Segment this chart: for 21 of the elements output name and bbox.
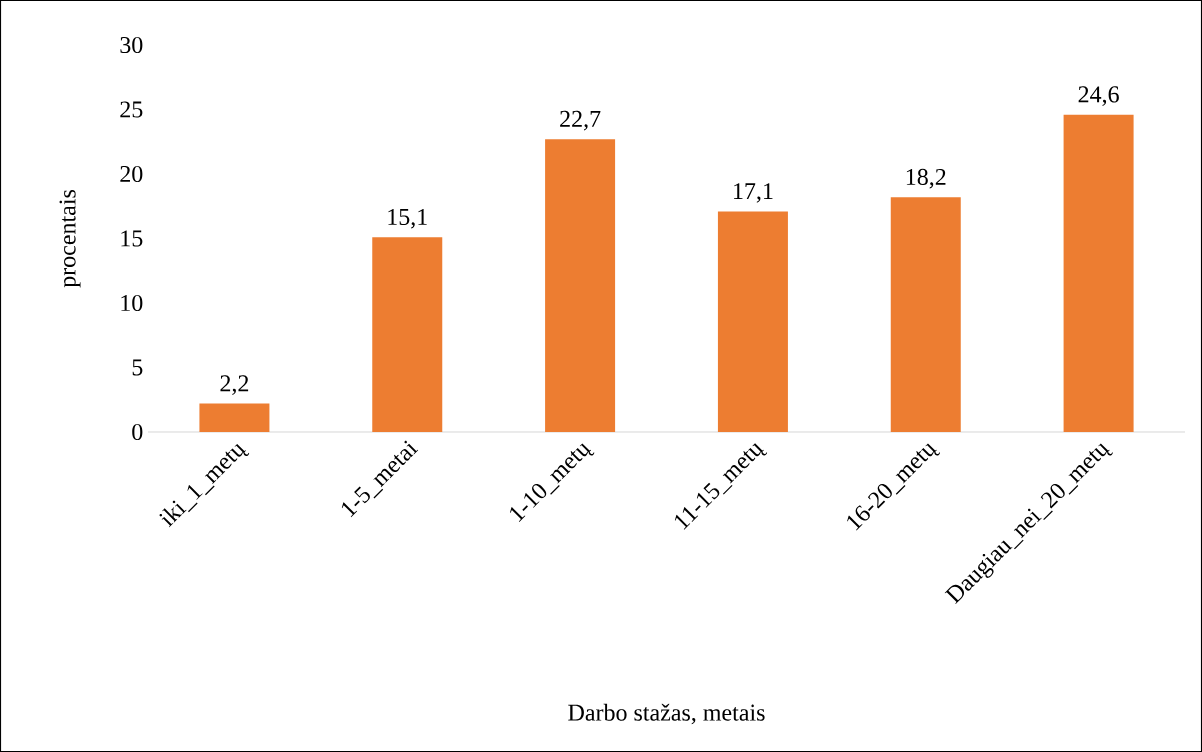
- x-axis-title: Darbo stažas, metais: [568, 703, 765, 725]
- y-tick-label: 25: [120, 101, 143, 118]
- y-axis-title: procentais: [59, 190, 81, 288]
- bar: [717, 211, 788, 432]
- y-tick-label: 0: [132, 423, 143, 441]
- bar: [1063, 114, 1134, 432]
- y-tick-label: 20: [120, 165, 143, 183]
- y-tick-label: 15: [121, 230, 143, 247]
- data-label: 15,1: [388, 208, 427, 229]
- data-label: 22,7: [560, 110, 601, 131]
- bar: [199, 403, 270, 432]
- y-tick-label: 30: [120, 36, 143, 54]
- bar: [372, 237, 443, 432]
- data-label: 2,2: [220, 375, 249, 395]
- y-tick-label: 10: [121, 294, 143, 312]
- data-label: 24,6: [1078, 86, 1119, 106]
- bar: [890, 197, 961, 432]
- y-tick-label: 5: [132, 359, 143, 376]
- bar: [545, 139, 616, 432]
- data-label: 17,1: [734, 183, 773, 203]
- data-label: 18,2: [906, 168, 946, 189]
